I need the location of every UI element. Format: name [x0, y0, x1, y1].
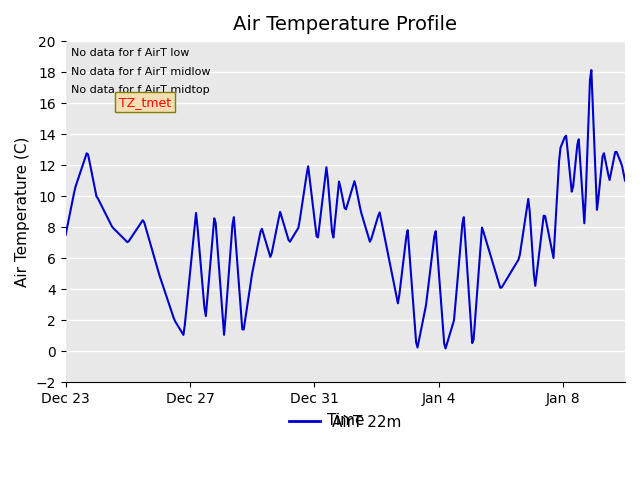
Text: No data for f AirT midtop: No data for f AirT midtop — [71, 85, 210, 96]
Title: Air Temperature Profile: Air Temperature Profile — [234, 15, 458, 34]
Text: No data for f AirT midlow: No data for f AirT midlow — [71, 67, 211, 77]
Legend: AirT 22m: AirT 22m — [283, 408, 408, 436]
Text: No data for f AirT low: No data for f AirT low — [71, 48, 189, 58]
X-axis label: Time: Time — [326, 413, 364, 428]
Text: TZ_tmet: TZ_tmet — [119, 96, 171, 108]
Y-axis label: Air Temperature (C): Air Temperature (C) — [15, 136, 30, 287]
